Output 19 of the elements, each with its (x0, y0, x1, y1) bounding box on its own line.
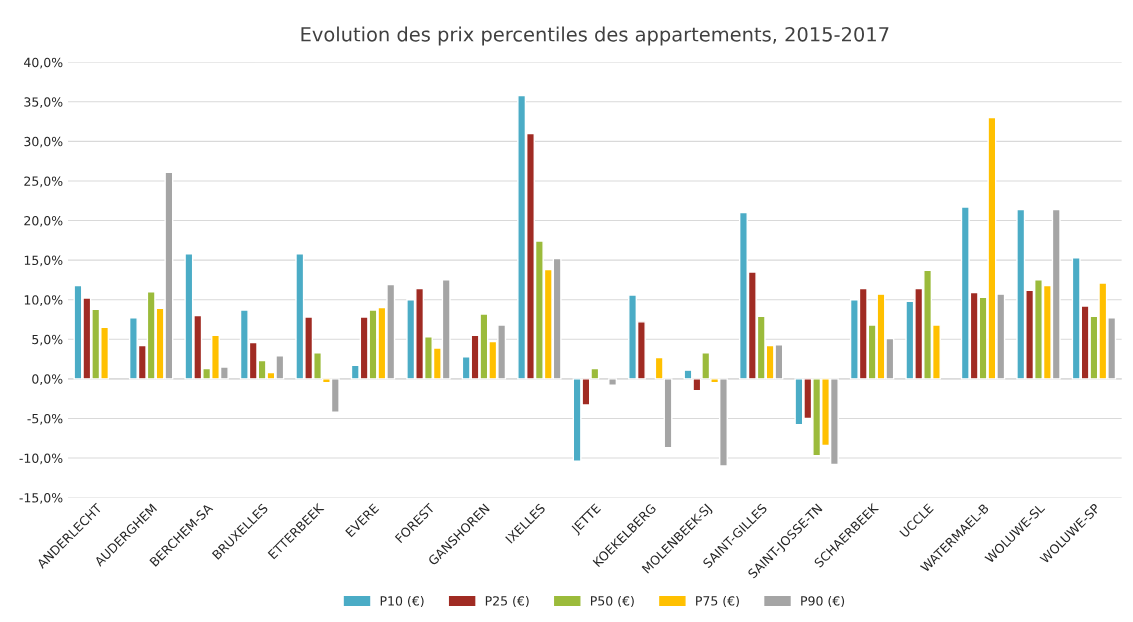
y-tick-label: 5,0% (32, 334, 63, 346)
legend-label: P75 (€) (696, 595, 739, 608)
legend-label: P25 (€) (485, 595, 529, 608)
y-tick-label: 15,0% (24, 255, 63, 267)
legend-label: P90 (€) (801, 595, 845, 608)
y-tick-label: -15,0% (19, 493, 63, 504)
y-tick-label: 25,0% (24, 176, 63, 188)
legend-label: P50 (€) (590, 595, 634, 608)
y-tick-label: -5,0% (27, 413, 63, 425)
y-tick-label: 40,0% (24, 57, 63, 69)
y-tick-label: 20,0% (24, 216, 63, 227)
chart-title: Evolution des prix percentiles des appartements, 2015-2017 (301, 26, 889, 46)
legend-label: P10 (€) (380, 595, 424, 608)
y-tick-label: 10,0% (24, 295, 63, 306)
y-tick-label: 30,0% (24, 136, 63, 148)
y-tick-label: 0,0% (32, 374, 63, 386)
bar (608, 378, 618, 386)
y-tick-label: 35,0% (24, 97, 63, 108)
y-tick-label: -10,0% (19, 453, 63, 465)
